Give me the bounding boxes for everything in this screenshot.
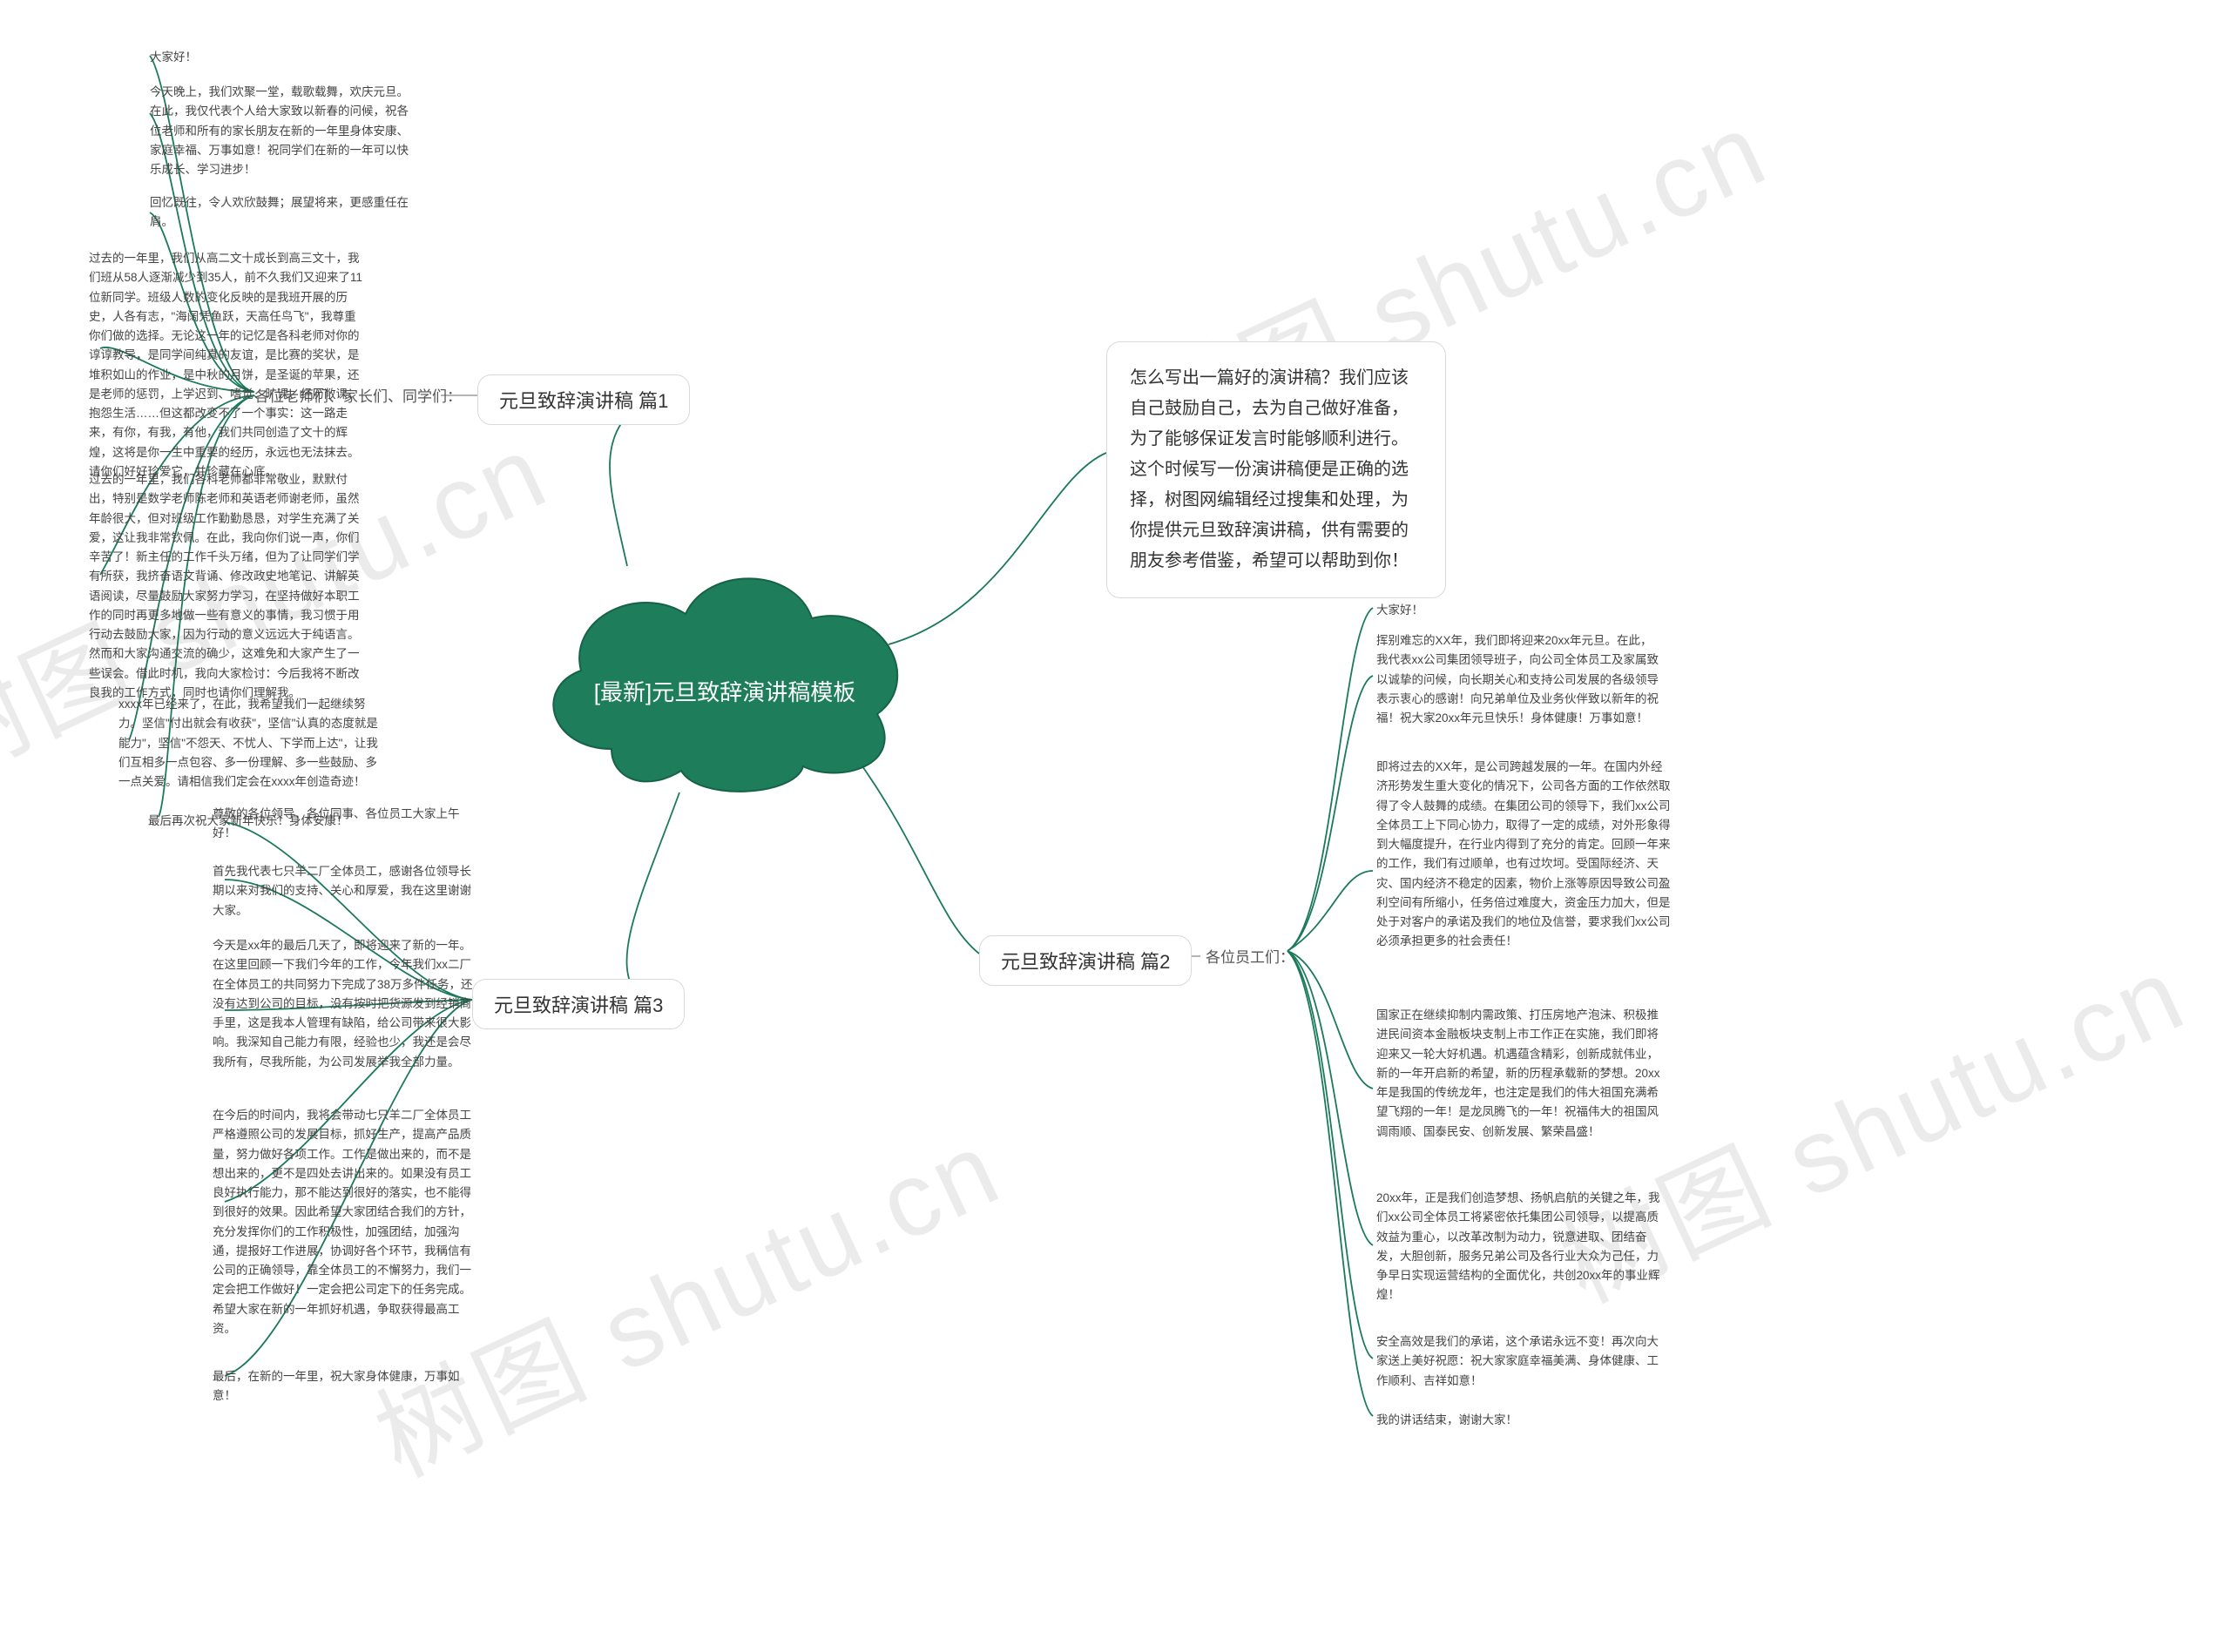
leaf-s2-2: 即将过去的XX年，是公司跨越发展的一年。在国内外经济形势发生重大变化的情况下，公… — [1376, 758, 1672, 952]
leaf-s2-0: 大家好！ — [1376, 601, 1620, 620]
leaf-s3-2: 今天是xx年的最后几天了，即将迎来了新的一年。在这里回顾一下我们今年的工作，今年… — [213, 936, 478, 1072]
leaf-s2-5: 安全高效是我们的承诺，这个承诺永远不变！再次向大家送上美好祝愿：祝大家家庭幸福美… — [1376, 1332, 1664, 1391]
leaf-s3-3: 在今后的时间内，我将会带动七只羊二厂全体员工严格遵照公司的发展目标，抓好生产，提… — [213, 1106, 483, 1338]
leaf-s1-5: xxxx年已经来了，在此，我希望我们一起继续努力。坚信"付出就会有收获"，坚信"… — [118, 695, 389, 792]
leaf-s2-1: 挥别难忘的XX年，我们即将迎来20xx年元旦。在此，我代表xx公司集团领导班子，… — [1376, 631, 1664, 728]
leaf-s1-1: 今天晚上，我们欢聚一堂，载歌载舞，欢庆元旦。在此，我仅代表个人给大家致以新春的问… — [150, 83, 411, 179]
leaf-s1-2: 回忆既往，令人欢欣鼓舞；展望将来，更感重任在肩。 — [150, 193, 411, 233]
intro-box: 怎么写出一篇好的演讲稿？我们应该自己鼓励自己，去为自己做好准备，为了能够保证发言… — [1106, 341, 1446, 598]
leaf-s1-4: 过去的一年里，我们各科老师都非常敬业，默默付出，特别是数学老师陈老师和英语老师谢… — [89, 470, 368, 703]
leaf-s2-4: 20xx年，正是我们创造梦想、扬帆启航的关键之年，我们xx公司全体员工将紧密依托… — [1376, 1189, 1668, 1305]
leaf-s2-3: 国家正在继续抑制内需政策、打压房地产泡沫、积极推进民间资本金融板块支制上市工作正… — [1376, 1006, 1668, 1142]
center-node: [最新]元旦致辞演讲稿模板 — [533, 549, 916, 801]
section-header-2: 元旦致辞演讲稿 篇2 — [979, 935, 1192, 986]
section-2-audience: 各位员工们： — [1206, 945, 1294, 967]
leaf-s3-1: 首先我代表七只羊二厂全体员工，感谢各位领导长期以来对我们的支持、关心和厚爱，我在… — [213, 862, 474, 920]
leaf-s1-3: 过去的一年里，我们从高二文十成长到高三文十，我们班从58人逐渐减少到35人，前不… — [89, 249, 368, 482]
leaf-s3-4: 最后，在新的一年里，祝大家身体健康，万事如意！ — [213, 1367, 474, 1406]
center-title: [最新]元旦致辞演讲稿模板 — [533, 549, 916, 801]
section-header-1: 元旦致辞演讲稿 篇1 — [477, 374, 690, 425]
leaf-s3-0: 尊敬的各位领导、各位同事、各位员工大家上午好！ — [213, 805, 474, 844]
leaf-s1-0: 大家好！ — [150, 48, 394, 67]
leaf-s2-6: 我的讲话结束，谢谢大家！ — [1376, 1411, 1620, 1430]
section-header-3: 元旦致辞演讲稿 篇3 — [472, 979, 685, 1029]
